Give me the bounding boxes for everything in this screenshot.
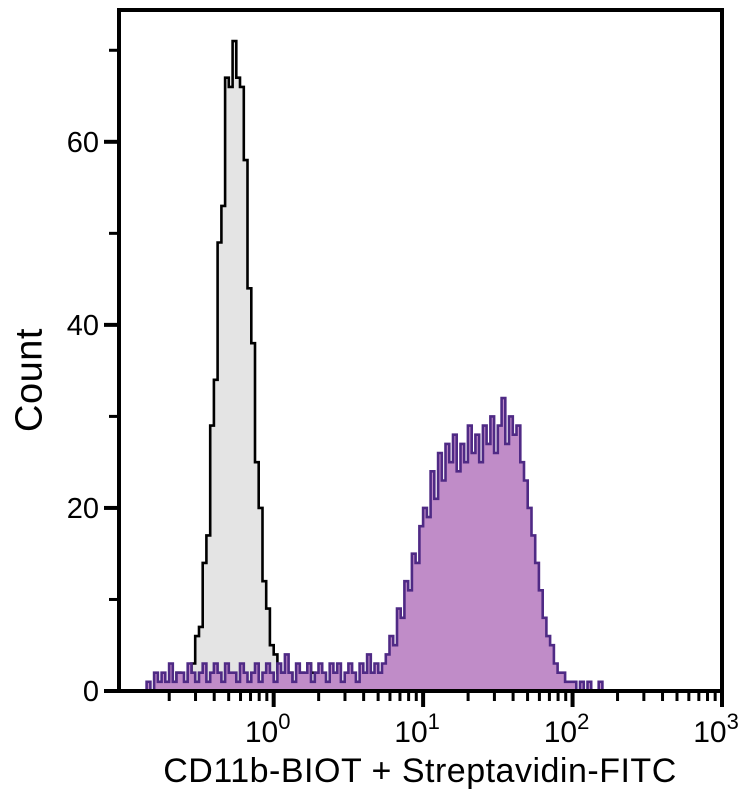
y-tick-label: 60 (67, 127, 99, 159)
series-cd11b-fitc (142, 396, 607, 693)
series-unstained-control (157, 39, 360, 693)
y-tick-label: 20 (67, 493, 99, 525)
y-axis-title: Count (8, 328, 51, 432)
x-tick-label: 100 (245, 709, 291, 749)
x-tick-label: 101 (394, 709, 440, 749)
x-tick-label: 103 (693, 709, 739, 749)
y-tick-label: 40 (67, 310, 99, 342)
x-tick-label: 102 (544, 709, 590, 749)
plot-frame (117, 8, 724, 693)
y-tick-label: 0 (83, 676, 99, 708)
x-axis-title: CD11b-BIOT + Streptavidin-FITC (163, 752, 677, 790)
